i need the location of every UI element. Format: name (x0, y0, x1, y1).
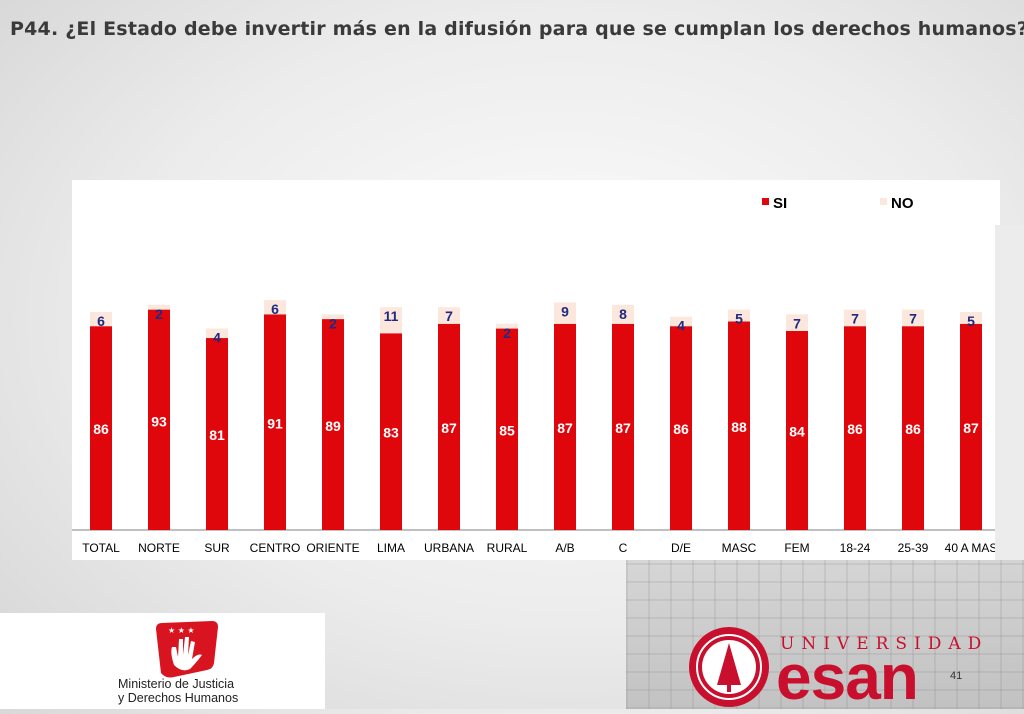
data-label-no: 5 (735, 311, 743, 327)
x-tick-label: CENTRO (250, 541, 301, 555)
bar-no-c (612, 304, 634, 324)
data-label-si: 87 (963, 420, 979, 436)
bar-no-centro (264, 300, 286, 315)
bar-si-25-39 (902, 326, 924, 530)
bar-si-rural (496, 328, 518, 530)
legend-swatch-si (762, 198, 769, 205)
data-label-no: 6 (271, 301, 279, 317)
esan-seal-icon (689, 627, 769, 707)
bar-no-40 a mas (960, 311, 982, 324)
bar-si-c (612, 323, 634, 530)
data-label-si: 85 (499, 422, 515, 438)
bar-no-fem (786, 314, 808, 331)
bar-no-a/b (554, 302, 576, 324)
x-tick-label: TOTAL (82, 541, 120, 555)
slide-title: P44. ¿El Estado debe invertir más en la … (10, 18, 1024, 40)
bar-si-masc (728, 321, 750, 530)
bar-no-urbana (438, 307, 460, 324)
minjus-name: Ministerio de Justicia y Derechos Humano… (118, 677, 288, 705)
data-label-si: 91 (267, 416, 283, 432)
bar-no-18-24 (844, 309, 866, 327)
bar-si-40 a mas (960, 323, 982, 530)
minjus-line1: Ministerio de Justicia (118, 677, 235, 691)
data-label-si: 87 (615, 420, 631, 436)
data-label-no: 2 (503, 325, 511, 341)
x-tick-label: SUR (204, 541, 230, 555)
bar-si-sur (206, 338, 228, 530)
data-label-si: 88 (731, 419, 747, 435)
bar-si-d/e (670, 326, 692, 530)
data-label-si: 86 (673, 421, 689, 437)
bar-si-oriente (322, 319, 344, 530)
x-tick-label: D/E (671, 541, 691, 555)
x-tick-label: C (619, 541, 628, 555)
data-label-si: 83 (383, 425, 399, 441)
bar-no-25-39 (902, 309, 924, 327)
data-label-si: 86 (93, 421, 109, 437)
x-tick-label: NORTE (138, 541, 180, 555)
legend-swatch-no (880, 198, 887, 205)
data-label-no: 4 (213, 330, 221, 346)
legend-label-no: NO (891, 195, 914, 212)
data-label-no: 11 (384, 308, 399, 324)
x-tick-label: 25-39 (898, 541, 929, 555)
x-tick-label: 18-24 (840, 541, 871, 555)
bar-no-norte (148, 304, 170, 310)
chart-panel: 86 6 TOTAL 93 2 NORTE 81 4 SUR 91 6 CENTRO 89 2 ORIENT… (72, 180, 1000, 560)
page-number: 41 (950, 670, 963, 682)
x-tick-label: ORIENTE (306, 541, 359, 555)
x-tick-label: A/B (555, 541, 574, 555)
minjus-hand-logo-icon: ★ ★ ★ (156, 621, 218, 678)
minjus-logo-box: ★ ★ ★ Ministerio de Justicia y Derechos … (0, 613, 325, 709)
bar-si-urbana (438, 323, 460, 530)
bar-no-total (90, 311, 112, 327)
chart-panel-notch (995, 225, 1024, 560)
data-label-si: 87 (557, 420, 573, 436)
stacked-bar-chart: 866TOTAL932NORTE814SUR916CENTRO892ORIENT… (72, 195, 1000, 555)
bar-no-sur (206, 328, 228, 339)
bar-no-d/e (670, 316, 692, 327)
x-tick-label: URBANA (424, 541, 474, 555)
data-label-no: 6 (97, 313, 105, 329)
data-label-no: 5 (967, 313, 975, 329)
bar-no-rural (496, 323, 518, 329)
data-label-no: 2 (329, 315, 337, 331)
x-tick-label: LIMA (377, 541, 405, 555)
data-label-si: 93 (151, 413, 167, 429)
data-label-no: 2 (155, 306, 163, 322)
data-label-no: 8 (619, 306, 627, 322)
bar-si-fem (786, 330, 808, 530)
data-label-no: 7 (851, 311, 859, 327)
svg-text:★ ★ ★: ★ ★ ★ (168, 626, 195, 635)
data-label-si: 81 (209, 427, 225, 443)
data-label-si: 89 (325, 418, 341, 434)
bar-si-total (90, 326, 112, 530)
x-tick-label: FEM (784, 541, 809, 555)
x-tick-label: 40 A MAS (945, 541, 998, 555)
data-label-si: 86 (905, 421, 921, 437)
data-label-no: 7 (793, 315, 801, 331)
x-tick-label: RURAL (487, 541, 528, 555)
bar-no-masc (728, 309, 750, 322)
esan-universidad-text: UNIVERSIDAD (780, 634, 989, 654)
data-label-no: 7 (445, 308, 453, 324)
data-label-no: 7 (909, 311, 917, 327)
minjus-line2: y Derechos Humanos (118, 691, 239, 705)
data-label-no: 9 (561, 303, 569, 319)
bar-si-a/b (554, 323, 576, 530)
bar-si-lima (380, 333, 402, 530)
x-tick-label: MASC (722, 541, 757, 555)
legend-label-si: SI (773, 195, 787, 212)
data-label-si: 87 (441, 420, 457, 436)
esan-wordmark: esan (776, 641, 919, 713)
data-label-si: 84 (789, 423, 805, 439)
data-label-no: 4 (677, 318, 685, 334)
data-label-si: 86 (847, 421, 863, 437)
bar-si-norte (148, 309, 170, 530)
bar-no-lima (380, 307, 402, 334)
bar-si-18-24 (844, 326, 866, 530)
bar-si-centro (264, 314, 286, 530)
bar-no-oriente (322, 314, 344, 320)
